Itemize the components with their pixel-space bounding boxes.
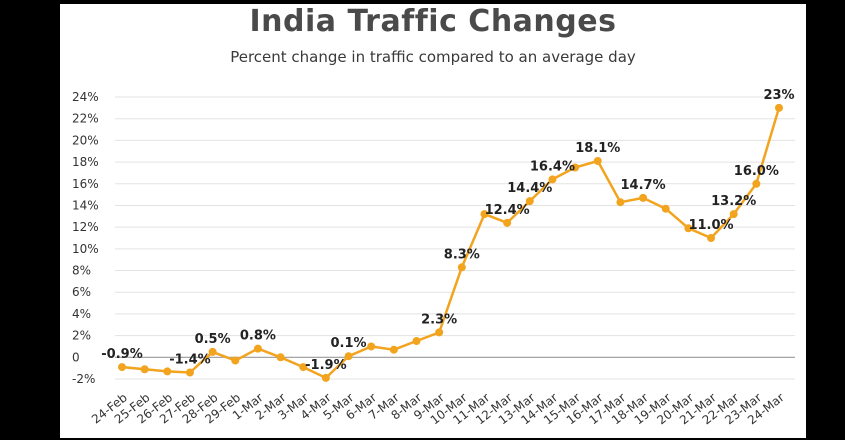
data-label: 13.2% <box>711 194 756 209</box>
data-label: 2.3% <box>421 312 457 327</box>
data-point <box>480 210 489 219</box>
data-point <box>163 367 172 376</box>
data-point <box>185 368 194 377</box>
data-label: 16.0% <box>734 164 779 179</box>
data-point <box>639 193 648 202</box>
data-point <box>231 356 240 365</box>
y-tick-label: 4% <box>72 307 91 321</box>
data-point <box>118 363 126 372</box>
data-point <box>344 352 353 361</box>
data-label: 23% <box>763 88 794 103</box>
data-point <box>140 365 149 374</box>
data-point <box>389 345 398 354</box>
y-tick-label: 2% <box>72 329 91 343</box>
y-tick-label: 16% <box>72 177 99 191</box>
data-point <box>548 175 557 184</box>
data-label: 8.3% <box>444 247 480 262</box>
data-label: 18.1% <box>575 141 620 156</box>
chart-title: India Traffic Changes <box>249 4 617 39</box>
y-tick-label: 8% <box>72 264 91 278</box>
data-point <box>707 234 716 242</box>
data-point <box>571 163 580 172</box>
data-point <box>503 218 512 227</box>
data-point <box>616 198 625 207</box>
data-point <box>299 363 308 372</box>
data-point <box>593 156 602 165</box>
data-label: 12.4% <box>485 203 530 218</box>
chart-subtitle: Percent change in traffic compared to an… <box>230 48 636 66</box>
data-point <box>253 344 262 353</box>
y-tick-label: 14% <box>72 198 99 212</box>
data-point <box>752 179 761 188</box>
line-chart: -2%02%4%6%8%10%12%14%16%18%20%22%24%24-F… <box>72 88 795 427</box>
data-label: 0.1% <box>331 336 367 351</box>
data-label: 0.5% <box>195 332 231 347</box>
data-label: -1.9% <box>305 358 346 373</box>
data-label: -0.9% <box>101 347 142 362</box>
data-label: 16.4% <box>530 159 575 174</box>
data-point <box>321 373 330 382</box>
data-point <box>775 103 783 112</box>
data-label: 14.7% <box>621 178 666 193</box>
series-line <box>121 107 781 380</box>
data-point <box>276 353 285 362</box>
data-point <box>457 263 466 272</box>
y-tick-label: 6% <box>72 285 91 299</box>
data-point <box>208 347 217 356</box>
y-tick-label: 10% <box>72 242 99 256</box>
y-tick-label: 22% <box>72 112 99 126</box>
chart-frame: India Traffic Changes Percent change in … <box>60 4 806 438</box>
data-point <box>684 224 693 233</box>
data-label: 0.8% <box>240 329 276 344</box>
y-tick-label: 0 <box>72 350 80 364</box>
data-point <box>435 328 444 337</box>
data-label: -1.4% <box>169 352 210 367</box>
y-tick-label: 24% <box>72 90 99 104</box>
y-tick-label: 18% <box>72 155 99 169</box>
data-point <box>367 342 376 351</box>
data-point <box>661 204 670 213</box>
data-label: 11.0% <box>688 218 733 233</box>
data-point <box>729 210 738 219</box>
y-tick-label: 20% <box>72 133 99 147</box>
data-point <box>525 197 534 206</box>
data-point <box>412 337 421 346</box>
y-tick-label: 12% <box>72 220 99 234</box>
y-tick-label: -2% <box>72 372 95 386</box>
data-label: 14.4% <box>507 181 552 196</box>
